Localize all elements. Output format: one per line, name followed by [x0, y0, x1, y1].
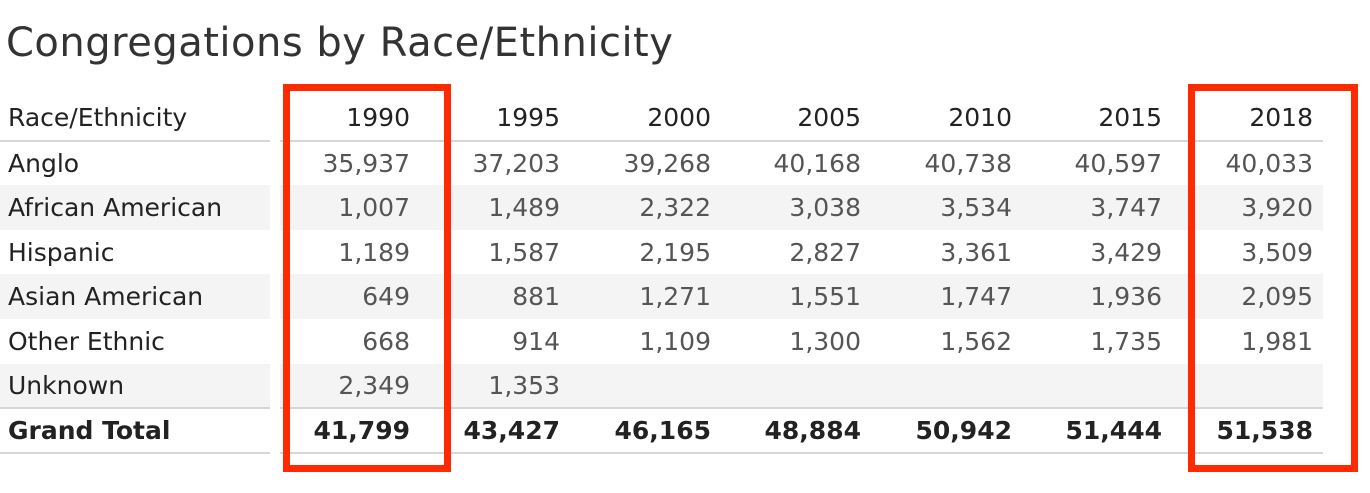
cell-2000 — [570, 363, 721, 409]
cell-2005: 2,827 — [789, 237, 861, 267]
cell-2018 — [1172, 363, 1323, 409]
header-row: Race/Ethnicity 1990 1995 2000 2005 2010 … — [0, 96, 1323, 142]
cell-2000: 2,195 — [639, 237, 711, 267]
row-label: Hispanic — [8, 237, 115, 267]
cell-1995: 914 — [512, 326, 560, 356]
column-header-1990: 1990 — [280, 96, 420, 142]
cell-1990: 2,349 — [280, 363, 420, 409]
cell-2005: 40,168 — [773, 148, 861, 178]
cell-2018: 2,095 — [1172, 274, 1323, 319]
cell-2010: 50,942 — [871, 407, 1022, 454]
cell-2015: 1,735 — [1090, 326, 1162, 356]
cell-2018: 1,981 — [1241, 326, 1313, 356]
table-row: Unknown 2,349 1,353 — [0, 363, 1323, 409]
row-label: Grand Total — [0, 407, 270, 454]
row-label: Anglo — [8, 148, 80, 178]
cell-1990: 1,189 — [338, 237, 410, 267]
cell-2000: 46,165 — [570, 407, 721, 454]
cell-2015 — [1022, 363, 1172, 409]
cell-2005: 3,038 — [721, 185, 871, 230]
column-header-1995: 1995 — [420, 96, 570, 142]
cell-2005: 48,884 — [721, 407, 871, 454]
highlight-box-1990 — [283, 84, 451, 472]
cell-2005: 1,300 — [789, 326, 861, 356]
cell-2015: 1,936 — [1022, 274, 1172, 319]
cell-2000: 1,271 — [570, 274, 721, 319]
cell-2018: 3,509 — [1241, 237, 1313, 267]
cell-2010: 3,361 — [940, 237, 1012, 267]
cell-2010 — [871, 363, 1022, 409]
chart-title: Congregations by Race/Ethnicity — [6, 20, 674, 66]
cell-2015: 40,597 — [1074, 148, 1162, 178]
row-label: Asian American — [0, 274, 270, 319]
column-header-2005: 2005 — [721, 96, 871, 142]
cell-2018: 40,033 — [1225, 148, 1313, 178]
row-label: Other Ethnic — [8, 326, 165, 356]
cell-2015: 3,429 — [1090, 237, 1162, 267]
cell-2010: 1,562 — [940, 326, 1012, 356]
cell-1995: 37,203 — [472, 148, 560, 178]
table-row: Other Ethnic 668 914 1,109 1,300 1,562 1,735 1,… — [0, 319, 1323, 364]
cell-1990: 1,007 — [280, 185, 420, 230]
cell-1990: 35,937 — [322, 148, 410, 178]
cell-1990: 41,799 — [280, 407, 420, 454]
column-header-2000: 2000 — [570, 96, 721, 142]
cell-2005 — [721, 363, 871, 409]
row-label: Unknown — [0, 363, 270, 409]
table-row: Hispanic 1,189 1,587 2,195 2,827 3,361 3,429 3,… — [0, 230, 1323, 275]
data-table: Race/Ethnicity 1990 1995 2000 2005 2010 … — [0, 96, 1323, 454]
cell-2000: 2,322 — [570, 185, 721, 230]
cell-2010: 1,747 — [871, 274, 1022, 319]
row-header-label: Race/Ethnicity — [0, 96, 270, 142]
cell-1990: 668 — [362, 326, 410, 356]
row-label: African American — [0, 185, 270, 230]
grand-total-row: Grand Total 41,799 43,427 46,165 48,884 50,94… — [0, 407, 1323, 454]
cell-1990: 649 — [280, 274, 420, 319]
cell-2010: 40,738 — [924, 148, 1012, 178]
cell-2000: 1,109 — [639, 326, 711, 356]
cell-2010: 3,534 — [871, 185, 1022, 230]
column-header-2015: 2015 — [1022, 96, 1172, 142]
column-header-2018: 2018 — [1172, 96, 1323, 142]
cell-2018: 51,538 — [1172, 407, 1323, 454]
cell-2015: 3,747 — [1022, 185, 1172, 230]
column-header-2010: 2010 — [871, 96, 1022, 142]
cell-1995: 1,587 — [488, 237, 560, 267]
table-row: Anglo 35,937 37,203 39,268 40,168 40,738 40,59… — [0, 141, 1323, 186]
cell-2015: 51,444 — [1022, 407, 1172, 454]
cell-2000: 39,268 — [623, 148, 711, 178]
cell-2005: 1,551 — [721, 274, 871, 319]
table-row: Asian American 649 881 1,271 1,551 1,747 1,936… — [0, 274, 1323, 319]
table-row: African American 1,007 1,489 2,322 3,038 3,53… — [0, 185, 1323, 230]
highlight-box-2018 — [1188, 84, 1358, 472]
cell-2018: 3,920 — [1172, 185, 1323, 230]
